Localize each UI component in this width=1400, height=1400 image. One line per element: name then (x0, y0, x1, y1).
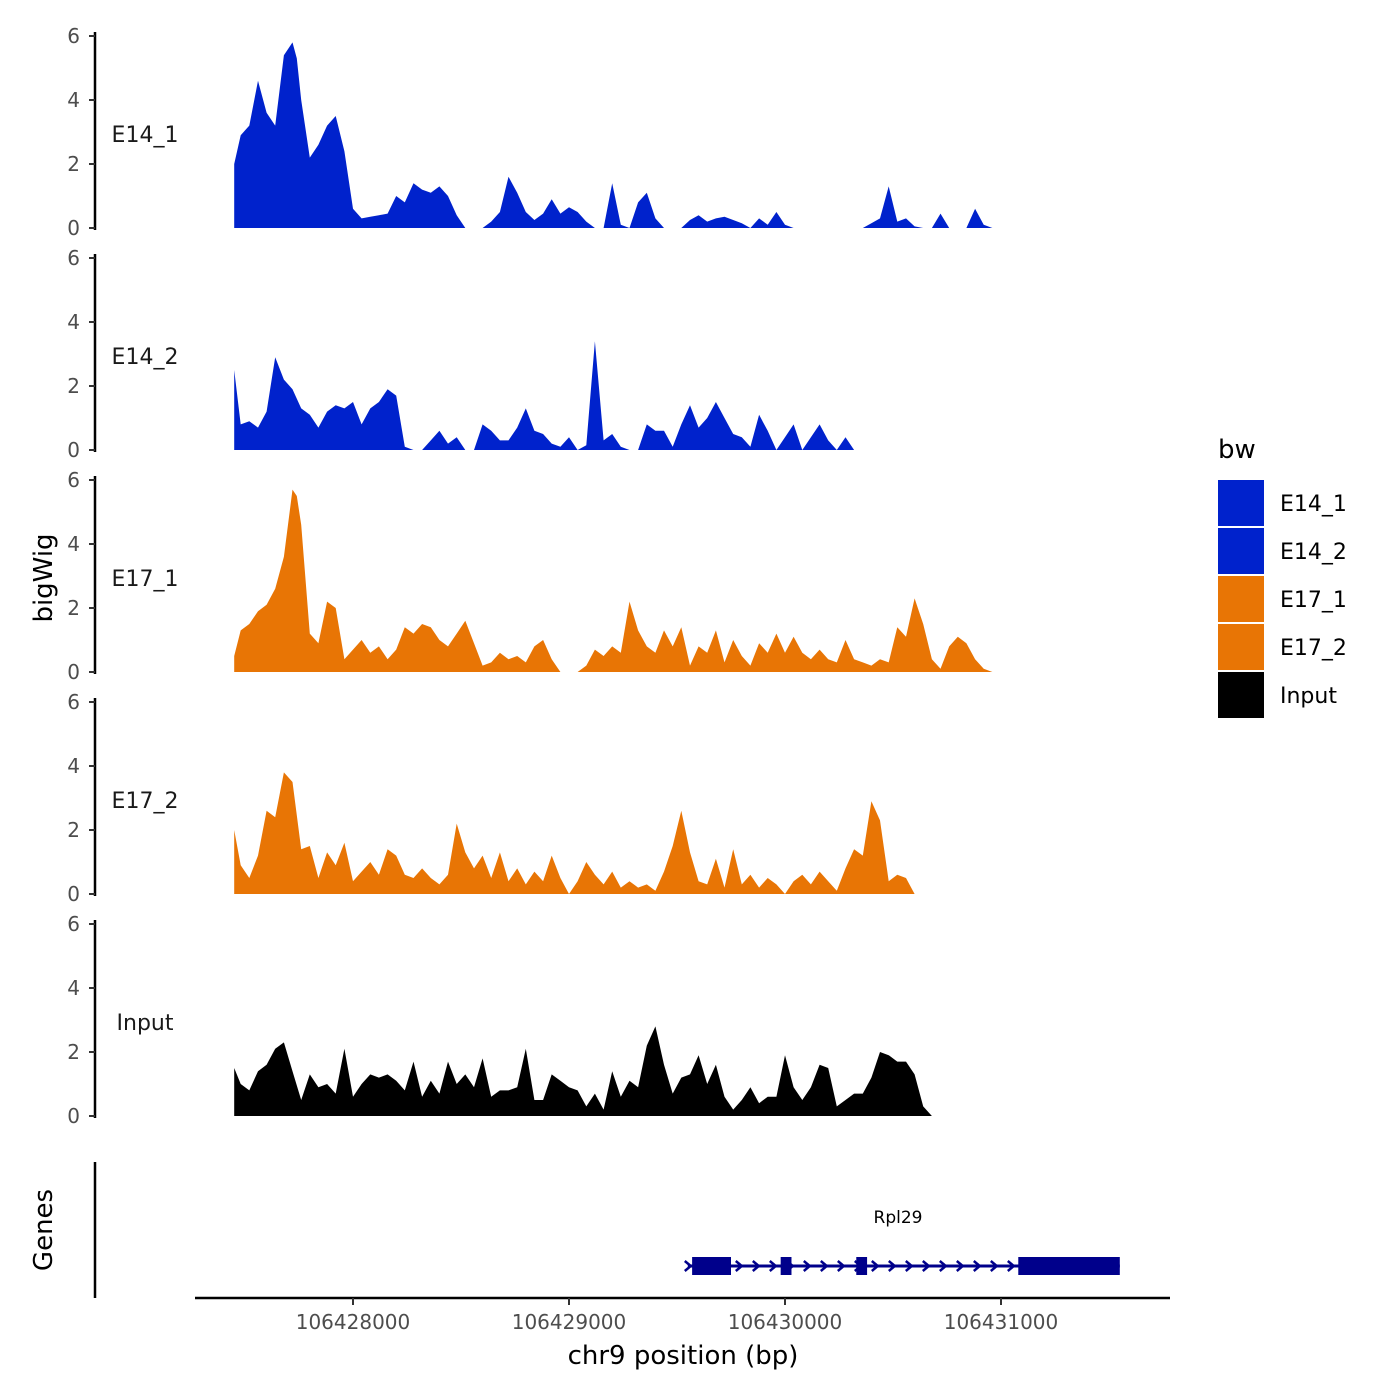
gene-name-label: Rpl29 (874, 1208, 923, 1228)
legend-label-Input: Input (1280, 684, 1337, 709)
y-tick-label: 6 (67, 912, 80, 936)
y-tick-label: 6 (67, 246, 80, 270)
y-tick-label: 4 (67, 754, 80, 778)
genes-axis-title: Genes (29, 1189, 59, 1271)
x-axis-title: chr9 position (bp) (568, 1341, 799, 1371)
y-tick-label: 6 (67, 690, 80, 714)
coverage-tracks: 0 2 4 6 E14_1 0 2 4 6 E14_2 0 2 4 6 E17_1 0 2 4 6 E17_2 0 2 4 6… (67, 24, 1120, 1128)
legend-label-E17_2: E17_2 (1280, 636, 1347, 661)
y-tick-label: 0 (67, 216, 80, 240)
coverage-area-E14_2 (234, 341, 1120, 450)
x-axis: 106428000 106429000 106430000 106431000 (195, 1296, 1170, 1334)
strand-arrow (870, 1260, 880, 1272)
y-tick-label: 6 (67, 24, 80, 48)
y-tick-label: 0 (67, 882, 80, 906)
strand-arrow (751, 1260, 761, 1272)
legend: E14_1 E14_2 E17_1 E17_2 Input (1218, 480, 1347, 718)
track-E17_2: 0 2 4 6 E17_2 (67, 690, 1120, 906)
y-tick-label: 4 (67, 532, 80, 556)
y-tick-label: 6 (67, 468, 80, 492)
legend-title: bw (1218, 435, 1256, 465)
track-E14_1: 0 2 4 6 E14_1 (67, 24, 1120, 240)
strand-arrow (768, 1260, 778, 1272)
x-tick-label: 106431000 (944, 1310, 1059, 1334)
strand-arrow (955, 1260, 965, 1272)
coverage-area-E14_1 (234, 42, 1120, 229)
y-tick-label: 4 (67, 88, 80, 112)
y-tick-label: 2 (67, 152, 80, 176)
legend-swatch-E14_2 (1218, 528, 1264, 574)
strand-arrow (836, 1260, 846, 1272)
strand-arrow (904, 1260, 914, 1272)
y-tick-label: 4 (67, 310, 80, 334)
track-label: E17_1 (112, 567, 179, 592)
legend-swatch-Input (1218, 672, 1264, 718)
x-tick-label: 106428000 (296, 1310, 411, 1334)
y-tick-label: 2 (67, 818, 80, 842)
track-label: E14_2 (112, 345, 179, 370)
track-E17_1: 0 2 4 6 E17_1 (67, 468, 1114, 684)
legend-label-E17_1: E17_1 (1280, 588, 1347, 613)
legend-swatch-E17_2 (1218, 624, 1264, 670)
coverage-area-E17_1 (234, 489, 1114, 672)
y-tick-label: 4 (67, 976, 80, 1000)
strand-arrow (819, 1260, 829, 1272)
strand-arrow (802, 1260, 812, 1272)
legend-label-E14_2: E14_2 (1280, 540, 1347, 565)
strand-arrow (989, 1260, 999, 1272)
gene-exon (780, 1257, 792, 1275)
coverage-area-E17_2 (234, 772, 1120, 894)
strand-arrow (683, 1260, 693, 1272)
y-tick-label: 2 (67, 1040, 80, 1064)
y-axis-title: bigWig (29, 533, 59, 622)
x-tick-label: 106429000 (512, 1310, 627, 1334)
gene-exon (1018, 1257, 1120, 1275)
track-label: E14_1 (112, 123, 179, 148)
y-tick-label: 0 (67, 660, 80, 684)
legend-label-E14_1: E14_1 (1280, 492, 1347, 517)
strand-arrow (938, 1260, 948, 1272)
legend-swatch-E17_1 (1218, 576, 1264, 622)
strand-arrow (921, 1260, 931, 1272)
y-tick-label: 2 (67, 374, 80, 398)
x-tick-label: 106430000 (728, 1310, 843, 1334)
gene-track: Rpl29 (93, 1162, 1120, 1298)
track-label: Input (117, 1011, 174, 1036)
y-tick-label: 0 (67, 438, 80, 462)
track-E14_2: 0 2 4 6 E14_2 (67, 246, 1120, 462)
strand-arrow (887, 1260, 897, 1272)
strand-arrow (1006, 1260, 1016, 1272)
track-Input: 0 2 4 6 Input (67, 912, 1120, 1128)
legend-swatch-E14_1 (1218, 480, 1264, 526)
y-tick-label: 0 (67, 1104, 80, 1128)
track-label: E17_2 (112, 789, 179, 814)
gene-exon (692, 1257, 731, 1275)
y-tick-label: 2 (67, 596, 80, 620)
strand-arrow (972, 1260, 982, 1272)
gene-exon (856, 1257, 868, 1275)
coverage-area-Input (234, 1026, 1120, 1116)
strand-arrow (734, 1260, 744, 1272)
